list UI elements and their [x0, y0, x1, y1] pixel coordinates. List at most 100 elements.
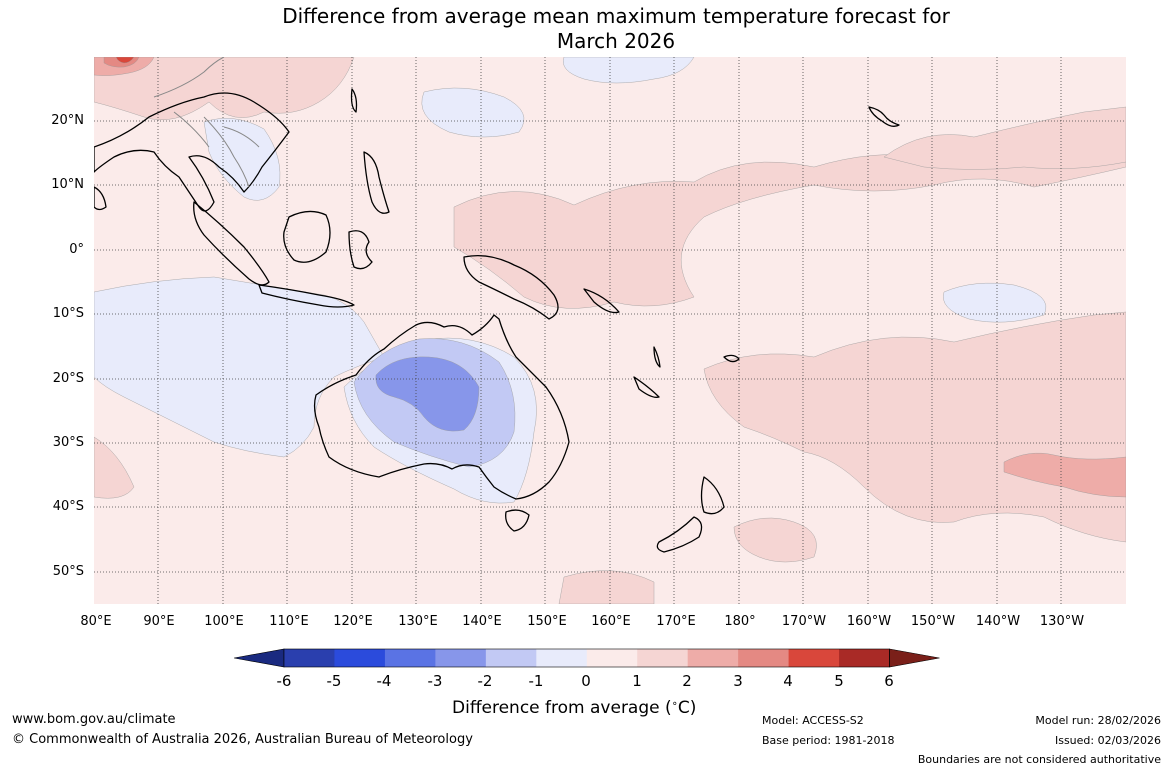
warm-region-tasman [733, 517, 817, 563]
new-caledonia-outline [633, 376, 660, 398]
footer-website: www.bom.gov.au/climate [12, 712, 176, 727]
forecast-map [94, 57, 1126, 604]
cb-tick-5: 5 [834, 672, 844, 690]
cool-region-equatorial-east [943, 282, 1047, 323]
colorbar-segment [435, 649, 487, 667]
cb-tick-0: 0 [581, 672, 591, 690]
footer-base-period: Base period: 1981-2018 [762, 734, 895, 747]
cb-tick-4: 4 [783, 672, 793, 690]
warm-region-southern-ocean [558, 570, 655, 604]
footer-boundaries: Boundaries are not considered authoritat… [917, 753, 1161, 766]
colorbar-label-text: Difference from average ( [452, 698, 672, 718]
colorbar-segment [637, 649, 689, 667]
warm-region-pacific-equatorial [453, 126, 1126, 309]
colorbar-label: Difference from average (∘C) [452, 698, 696, 718]
lon-label-130e: 130°E [398, 614, 438, 629]
warm-region-south-pacific [703, 311, 1126, 543]
java-outline [258, 284, 355, 308]
warm-region-strong-pacific [1003, 452, 1126, 498]
cool-region-north-pacific [421, 87, 525, 138]
lon-label-180: 180° [724, 614, 756, 629]
tasmania-outline [505, 509, 530, 532]
colorbar-frame [283, 648, 890, 668]
cb-tick-1: 1 [632, 672, 642, 690]
cb-tick-m4: -4 [376, 672, 392, 690]
lat-label-20n: 20°N [51, 113, 84, 128]
fiji-outline [723, 354, 740, 363]
cb-tick-3: 3 [733, 672, 743, 690]
cb-tick-2: 2 [682, 672, 692, 690]
lat-label-0: 0° [69, 242, 84, 257]
cb-tick-6: 6 [884, 672, 894, 690]
colorbar-segment [788, 649, 840, 667]
colorbar-extend-high [889, 648, 940, 668]
lat-label-10n: 10°N [51, 177, 84, 192]
title-line-2: March 2026 [556, 29, 676, 53]
philippines-outline [363, 151, 390, 214]
cb-tick-m6: -6 [276, 672, 292, 690]
warm-region-northeast-pacific [883, 106, 1126, 170]
lon-label-110e: 110°E [269, 614, 309, 629]
lat-label-10s: 10°S [52, 306, 84, 321]
borneo-outline [283, 210, 331, 263]
australia-outline [313, 314, 570, 500]
degree-symbol: ∘ [671, 698, 678, 710]
colorbar-segment [334, 649, 386, 667]
colorbar-segment [839, 649, 891, 667]
lat-label-30s: 30°S [52, 435, 84, 450]
colorbar-segment [536, 649, 588, 667]
lon-label-130w: 130°W [1039, 614, 1085, 629]
sulawesi-outline [348, 230, 373, 270]
lon-label-140w: 140°W [975, 614, 1021, 629]
new-zealand-south-outline [656, 516, 703, 553]
footer-model-run: Model run: 28/02/2026 [1035, 714, 1161, 727]
footer-issued: Issued: 02/03/2026 [1054, 734, 1161, 747]
colorbar-segment [687, 649, 739, 667]
lon-label-160e: 160°E [591, 614, 631, 629]
warm-hotspot-peak [115, 57, 135, 64]
sri-lanka-outline [94, 186, 107, 211]
lon-label-140e: 140°E [462, 614, 502, 629]
colorbar-label-unit: C) [677, 698, 697, 718]
title-line-1: Difference from average mean maximum tem… [282, 4, 950, 28]
new-zealand-north-outline [700, 476, 725, 515]
footer-copyright: © Commonwealth of Australia 2026, Austra… [12, 732, 473, 747]
taiwan-outline [350, 88, 358, 113]
colorbar [234, 648, 940, 668]
hawaii-outline [868, 106, 900, 127]
mainland-asia-outline [94, 92, 290, 212]
vanuatu-outline [653, 346, 661, 368]
warm-region-indian-ocean-south [94, 436, 135, 499]
lon-label-170e: 170°E [656, 614, 696, 629]
lon-label-90e: 90°E [143, 614, 175, 629]
lon-label-170w: 170°W [781, 614, 827, 629]
solomon-islands-outline [583, 288, 620, 314]
warm-region-southeast-asia-north [94, 57, 355, 120]
lon-label-120e: 120°E [333, 614, 373, 629]
coastlines [94, 88, 900, 553]
cb-tick-m3: -3 [427, 672, 443, 690]
cool-region-top-center [563, 57, 695, 84]
lat-label-40s: 40°S [52, 499, 84, 514]
colorbar-segment [738, 649, 790, 667]
lon-label-100e: 100°E [204, 614, 244, 629]
gridlines [94, 57, 1126, 604]
cb-tick-m2: -2 [477, 672, 493, 690]
colorbar-segment [485, 649, 537, 667]
cb-tick-m5: -5 [326, 672, 342, 690]
footer-model: Model: ACCESS-S2 [762, 714, 864, 727]
lat-label-50s: 50°S [52, 564, 84, 579]
lon-label-160w: 160°W [846, 614, 892, 629]
country-borders [153, 57, 260, 188]
lon-label-150w: 150°W [910, 614, 956, 629]
colorbar-segment [384, 649, 436, 667]
lon-label-80e: 80°E [80, 614, 112, 629]
lon-label-150e: 150°E [527, 614, 567, 629]
cool-region-australia-core [375, 356, 480, 432]
chart-title: Difference from average mean maximum tem… [0, 4, 1173, 54]
new-guinea-outline [463, 254, 559, 320]
cb-tick-m1: -1 [528, 672, 544, 690]
colorbar-segment [284, 649, 335, 667]
lat-label-20s: 20°S [52, 371, 84, 386]
colorbar-segment [586, 649, 638, 667]
